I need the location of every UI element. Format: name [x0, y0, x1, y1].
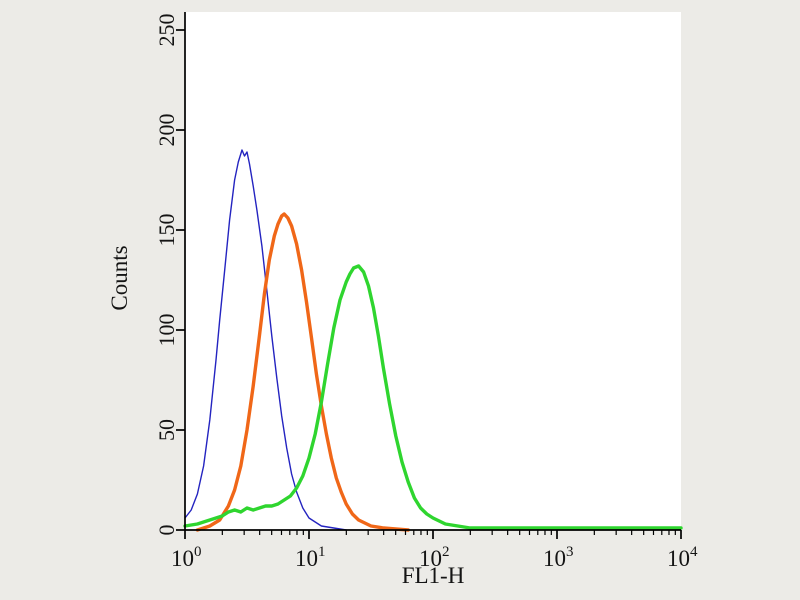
axis-layer: 0 50 100 150 200 250 100 101 102 103 104: [154, 12, 698, 571]
series-orange-thick-histogram: [195, 212, 410, 532]
series-blue-thin-histogram: [184, 149, 347, 531]
series-layer: [183, 149, 683, 532]
x-axis-title: FL1-H: [402, 563, 465, 588]
y-tick-label: 250: [154, 14, 179, 47]
y-tick-label: 50: [154, 419, 179, 441]
tick-layer: 0 50 100 150 200 250 100 101 102 103 104: [154, 14, 698, 572]
x-tick-label: 102: [419, 544, 450, 571]
x-tick-label: 104: [667, 544, 698, 571]
x-tick-label: 103: [543, 544, 574, 571]
x-tick-label: 101: [295, 544, 326, 571]
y-tick-label: 0: [154, 525, 179, 536]
y-tick-label: 100: [154, 314, 179, 347]
y-tick-label: 200: [154, 114, 179, 147]
y-tick-label: 150: [154, 214, 179, 247]
x-tick-label: 100: [171, 544, 202, 571]
plot-area: [185, 12, 681, 530]
series-green-thick-histogram: [183, 264, 683, 530]
y-axis-title: Counts: [107, 245, 132, 310]
